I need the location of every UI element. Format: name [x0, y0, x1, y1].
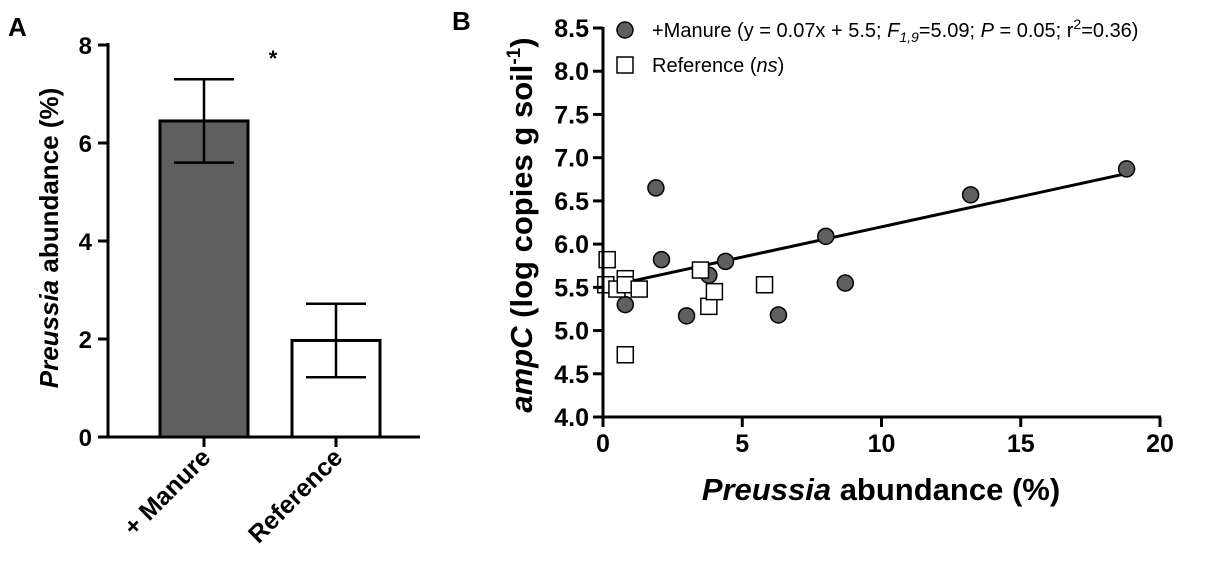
bar [158, 119, 250, 439]
data-point-manure [769, 306, 788, 324]
y-axis-title-b-close: ) [504, 37, 539, 47]
y-ticks-a: 0 2 4 6 8 [79, 33, 108, 452]
y-axis-title-b-rest: (log copies g soil [504, 65, 539, 327]
legend-reference-name: Reference [652, 55, 744, 77]
legend-reference-open: ( [744, 55, 757, 77]
legend-r-value: =0.36) [1081, 20, 1138, 42]
y-tick-label-a: 4 [79, 229, 93, 256]
data-point-manure [716, 252, 735, 271]
y-tick-label-b: 4.0 [554, 404, 589, 432]
x-tick-label-b: 0 [596, 430, 610, 458]
data-point-reference [630, 280, 648, 298]
y-tick-label-a: 6 [79, 131, 92, 158]
data-point-manure [652, 250, 671, 269]
y-tick-label-b: 4.5 [554, 361, 589, 389]
y-tick-label-b: 6.0 [554, 231, 589, 259]
data-point-reference [705, 282, 724, 301]
x-axis-title-b: Preussia abundance (%) [702, 472, 1060, 507]
y-axis-title-a-italic: Preussia [34, 280, 64, 388]
data-point-manure [961, 186, 980, 204]
y-axis-title-b-sup: -1 [504, 47, 525, 64]
scatter-chart-panel-b: 4.04.55.05.56.06.57.07.58.08.5 0 5 10 15 20 … [504, 15, 1174, 507]
y-tick-label-b: 5.5 [554, 274, 589, 302]
legend-text-manure: +Manure (y = 0.07x + 5.5; F1,9=5.09; P =… [652, 16, 1138, 45]
y-ticks-b: 4.0 4.5 5.0 5.5 6.0 6.5 7.0 7.5 8.0 8.5 [554, 15, 603, 432]
data-point-manure [647, 179, 665, 197]
legend: +Manure (y = 0.07x + 5.5; F1,9=5.09; P =… [616, 16, 1138, 77]
legend-r-sup: 2 [1073, 16, 1081, 32]
x-ticks-a: + Manure Reference [118, 437, 348, 549]
bar-chart-panel-a: 0 2 4 6 8 + Manure Reference * Preussia abund… [34, 33, 420, 549]
data-point-manure [677, 307, 696, 325]
legend-f-letter: F [887, 20, 901, 42]
legend-text-reference: Reference (ns) [652, 55, 784, 77]
legend-item-reference: Reference (ns) [616, 55, 784, 77]
legend-marker-circle [616, 21, 634, 39]
y-axis-title-a-rest: abundance (%) [34, 88, 64, 280]
y-tick-label-b: 5.0 [554, 318, 589, 346]
legend-f-value: =5.09; [919, 20, 981, 42]
data-point-reference [616, 346, 635, 364]
y-axis-title-a: Preussia abundance (%) [34, 88, 64, 389]
legend-p-letter: P [981, 20, 995, 42]
legend-manure-open: (y = 0.07x + 5.5; [732, 20, 888, 42]
legend-f-sub: 1,9 [899, 29, 919, 45]
y-tick-label-b: 7.0 [554, 145, 589, 173]
legend-ns: ns [757, 55, 778, 77]
bar-group [158, 119, 382, 439]
data-point-reference [700, 297, 718, 316]
scatter-points [597, 160, 1136, 364]
data-point-manure [616, 295, 635, 314]
data-point-reference [691, 261, 710, 279]
y-tick-label-a: 2 [79, 327, 92, 354]
data-point-reference [755, 275, 774, 294]
category-label: Reference [243, 443, 348, 548]
data-point-manure [817, 227, 835, 246]
x-axis-title-b-rest: abundance (%) [831, 472, 1060, 507]
x-tick-label-b: 15 [1007, 430, 1035, 458]
significance-marker: * [269, 46, 278, 71]
y-tick-label-a: 8 [79, 33, 92, 60]
data-point-manure [836, 274, 855, 292]
x-axis-title-b-italic: Preussia [702, 472, 831, 507]
y-tick-label-b: 6.5 [554, 188, 589, 216]
x-tick-label-b: 5 [735, 430, 749, 458]
legend-item-manure: +Manure (y = 0.07x + 5.5; F1,9=5.09; P =… [616, 16, 1138, 45]
data-point-manure [1117, 160, 1136, 178]
y-tick-label-b: 8.5 [554, 15, 589, 43]
x-tick-label-b: 20 [1146, 430, 1174, 458]
y-tick-label-b: 8.0 [554, 58, 589, 86]
y-axis-title-b: ampC (log copies g soil-1) [504, 37, 539, 412]
error-bar-group [174, 78, 366, 379]
panel-label-a: A [8, 12, 27, 42]
panel-label-b: B [452, 6, 471, 36]
category-label: + Manure [118, 443, 216, 541]
legend-p-value: = 0.05; r [994, 20, 1074, 42]
x-ticks-b: 0 5 10 15 20 [596, 417, 1174, 458]
legend-reference-close: ) [778, 55, 785, 77]
x-tick-label-b: 10 [868, 430, 896, 458]
y-tick-label-b: 7.5 [554, 101, 589, 129]
legend-marker-square [616, 56, 634, 74]
legend-manure-name: +Manure [652, 20, 732, 42]
y-axis-title-b-italic: ampC [504, 326, 539, 413]
y-tick-label-a: 0 [79, 425, 92, 452]
